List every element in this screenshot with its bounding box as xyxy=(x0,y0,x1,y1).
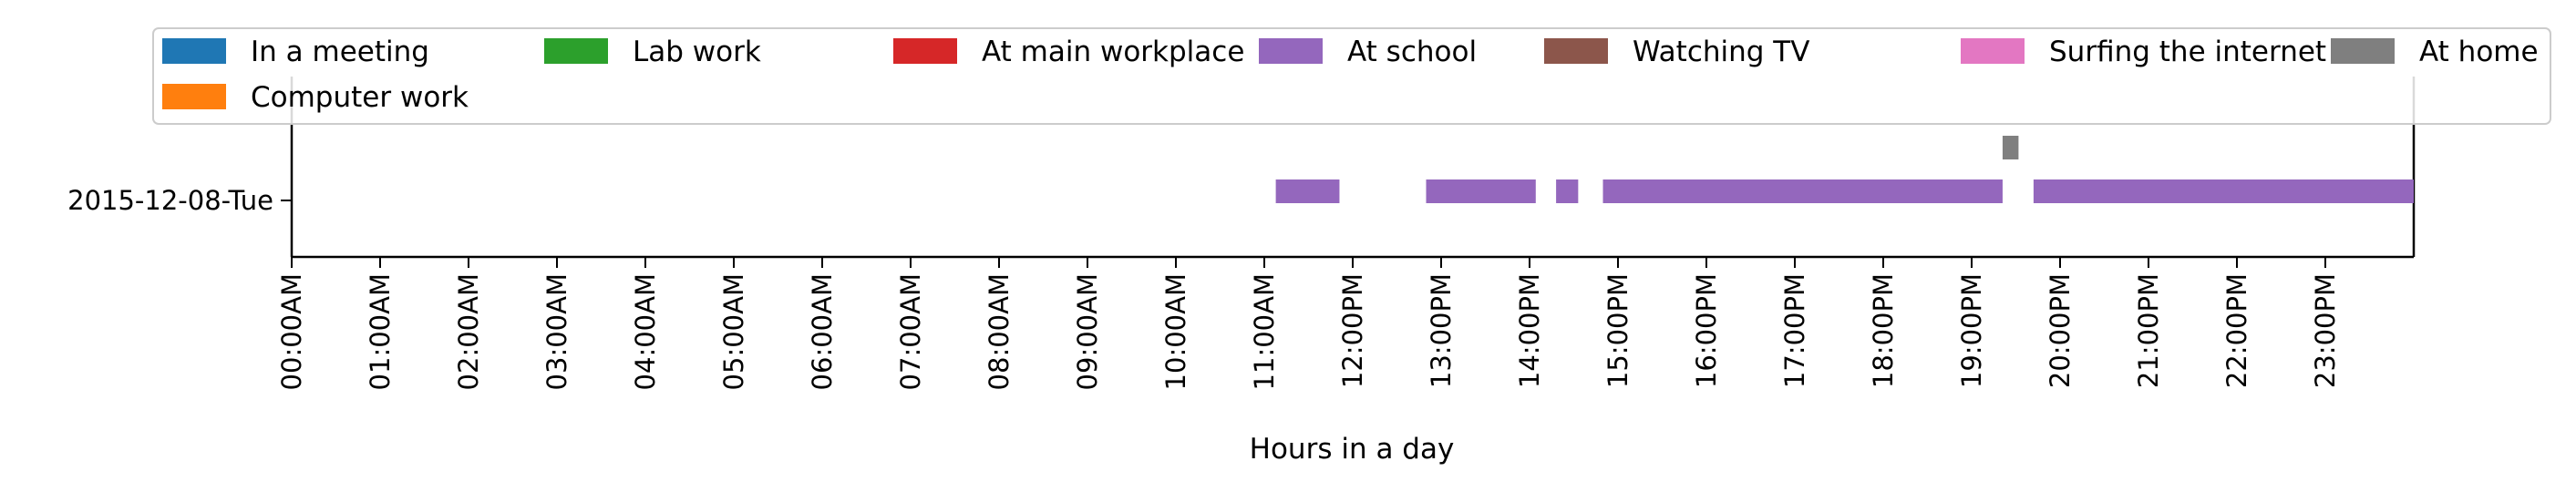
x-tick-label: 00:00AM xyxy=(276,273,307,390)
x-tick-label: 11:00AM xyxy=(1249,273,1280,390)
x-tick-label: 09:00AM xyxy=(1072,273,1103,390)
legend-swatch xyxy=(544,38,608,64)
legend-label: Watching TV xyxy=(1633,36,1809,68)
legend-swatch xyxy=(1961,38,2025,64)
x-tick-label: 04:00AM xyxy=(630,273,661,390)
x-tick-label: 19:00PM xyxy=(1956,273,1987,388)
x-axis: 00:00AM 01:00AM 02:00AM 03:00AM 04:00AM 05:00… xyxy=(276,257,2341,390)
legend-swatch xyxy=(162,84,226,109)
legend-label: Lab work xyxy=(633,36,761,68)
legend: In a meeting Lab work At main workplace At … xyxy=(152,27,2551,125)
legend-label: In a meeting xyxy=(251,36,429,68)
x-tick-label: 18:00PM xyxy=(1868,273,1899,388)
legend-swatch xyxy=(1259,38,1323,64)
legend-label: At school xyxy=(1347,36,1477,68)
x-tick-label: 23:00PM xyxy=(2310,273,2341,388)
x-tick-label: 02:00AM xyxy=(453,273,484,390)
x-tick-label: 01:00AM xyxy=(365,273,396,390)
y-tick-label: 2015-12-08-Tue xyxy=(67,185,273,216)
legend-label: Computer work xyxy=(251,81,469,114)
bar-at-home xyxy=(2002,136,2019,159)
x-tick-label: 06:00AM xyxy=(807,273,838,390)
x-axis-label: Hours in a day xyxy=(1250,433,1455,466)
legend-label: At home xyxy=(2419,36,2539,68)
y-axis: 2015-12-08-Tue xyxy=(67,185,292,216)
x-tick-label: 08:00AM xyxy=(984,273,1015,390)
x-tick-label: 07:00AM xyxy=(895,273,926,390)
legend-frame xyxy=(152,27,2551,125)
legend-swatch xyxy=(1544,38,1608,64)
bar-at-school xyxy=(1602,179,2003,203)
bar-at-school xyxy=(1275,179,1340,203)
x-tick-label: 14:00PM xyxy=(1514,273,1545,388)
legend-swatch xyxy=(893,38,957,64)
x-tick-label: 05:00AM xyxy=(718,273,749,390)
x-tick-label: 17:00PM xyxy=(1779,273,1810,388)
bar-at-school xyxy=(1426,179,1536,203)
x-tick-label: 21:00PM xyxy=(2133,273,2164,388)
x-tick-label: 10:00AM xyxy=(1160,273,1191,390)
legend-swatch xyxy=(2331,38,2395,64)
legend-swatch xyxy=(162,38,226,64)
x-tick-label: 12:00PM xyxy=(1337,273,1368,388)
x-tick-label: 03:00AM xyxy=(541,273,572,390)
legend-label: Surfing the internet xyxy=(2049,36,2326,68)
x-tick-label: 13:00PM xyxy=(1426,273,1457,388)
bar-at-school xyxy=(1556,179,1579,203)
x-tick-label: 15:00PM xyxy=(1602,273,1633,388)
x-tick-label: 20:00PM xyxy=(2045,273,2076,388)
x-tick-label: 22:00PM xyxy=(2221,273,2252,388)
legend-label: At main workplace xyxy=(982,36,1244,68)
bar-at-school xyxy=(2033,179,2414,203)
x-tick-label: 16:00PM xyxy=(1691,273,1722,388)
